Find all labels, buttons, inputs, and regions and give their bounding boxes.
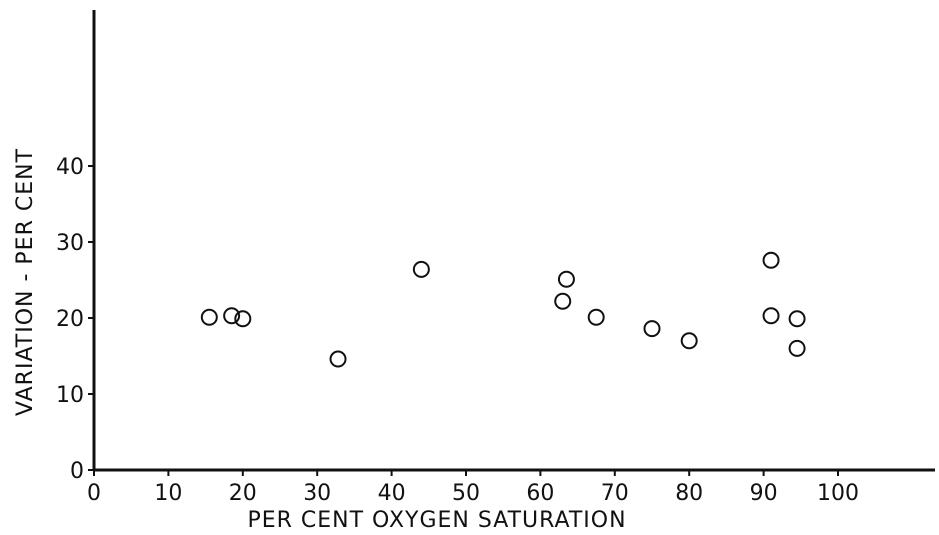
data-point: [680, 332, 698, 350]
data-point: [762, 251, 780, 269]
x-tick-label: 70: [601, 481, 629, 506]
y-tick-label: 0: [70, 459, 84, 484]
x-tick-label: 20: [229, 481, 257, 506]
y-tick-label: 40: [56, 155, 84, 180]
y-tick-label: 10: [56, 383, 84, 408]
x-tick-label: 90: [750, 481, 778, 506]
x-tick-label: 50: [452, 481, 480, 506]
data-point: [788, 310, 806, 328]
data-point: [554, 292, 572, 310]
x-axis-title: PER CENT OXYGEN SATURATION: [247, 508, 626, 533]
data-point: [329, 350, 347, 368]
y-tick-label: 30: [56, 231, 84, 256]
data-point: [643, 320, 661, 338]
x-tick-label: 0: [87, 481, 101, 506]
x-tick-label: 40: [378, 481, 406, 506]
y-ticks: 0 10 20 30 40: [56, 155, 94, 484]
x-tick-label: 60: [526, 481, 554, 506]
data-point: [788, 339, 806, 357]
data-point: [234, 310, 252, 328]
data-point: [762, 307, 780, 325]
x-ticks: 0 10 20 30 40 50 60 70 80 90 100: [87, 470, 859, 506]
data-point: [200, 308, 218, 326]
x-tick-label: 10: [154, 481, 182, 506]
axes: [92, 10, 935, 472]
x-tick-label: 80: [675, 481, 703, 506]
data-point: [412, 260, 430, 278]
data-points: [200, 251, 806, 368]
data-point: [587, 308, 605, 326]
x-tick-label: 100: [817, 481, 859, 506]
y-tick-label: 20: [56, 307, 84, 332]
data-point: [223, 307, 241, 325]
data-point: [557, 270, 575, 288]
y-axis-title: VARIATION - PER CENT: [13, 148, 38, 416]
x-tick-label: 30: [303, 481, 331, 506]
